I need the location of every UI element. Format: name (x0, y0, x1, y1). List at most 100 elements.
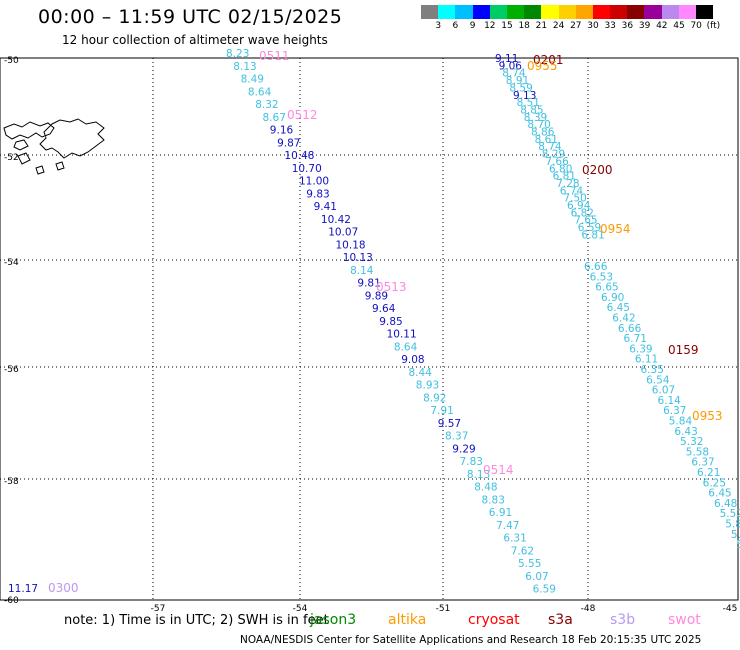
wave-height-value: 9.64 (372, 303, 396, 315)
color-scale-label: 42 (656, 21, 668, 31)
wave-height-value: 6.53 (590, 271, 613, 283)
color-swatch (506, 5, 525, 19)
color-scale-label: 21 (535, 21, 548, 31)
wave-height-value: 6.31 (503, 533, 526, 545)
wave-height-value: 10.07 (328, 227, 358, 239)
wave-height-value: 5.6 (731, 529, 740, 541)
wave-height-value: 8.48 (474, 482, 497, 494)
latitude-label: -58 (4, 477, 19, 487)
wave-height-value: 8.59 (509, 82, 532, 94)
wave-height-value: 5.84 (725, 519, 740, 531)
wave-height-value: 8.74 (538, 141, 562, 153)
color-swatch (661, 5, 679, 19)
wave-height-value: 9.11 (495, 53, 518, 65)
wave-height-value: 9.41 (314, 201, 337, 213)
wave-height-value: 7.47 (496, 520, 519, 532)
color-swatch (627, 5, 645, 19)
color-scale-label: 15 (501, 21, 513, 31)
wave-height-value: 8.49 (241, 74, 264, 86)
wave-height-value: 9.89 (365, 290, 388, 302)
wave-height-value: 6.91 (489, 507, 512, 519)
latitude-label: -60 (4, 596, 19, 606)
pass-time-label: 0513 (376, 280, 407, 294)
wave-height-value: 6.37 (691, 457, 714, 469)
wave-height-value: 9.08 (401, 354, 424, 366)
wave-height-value: 6.82 (571, 207, 594, 219)
latitude-label: -52 (4, 153, 19, 163)
wave-height-value: 7.50 (563, 193, 586, 205)
wave-height-value: 6.45 (607, 302, 630, 314)
color-swatch (438, 5, 456, 19)
pass-time-label: 0514 (483, 463, 514, 477)
falkland-islands-coastline (3, 118, 105, 175)
color-swatch (575, 5, 593, 19)
wave-height-value: 8.85 (520, 104, 543, 116)
wave-height-value: 5.52 (720, 508, 740, 520)
wave-height-tracks: 8.238.138.498.648.328.679.169.8710.4810.… (8, 48, 740, 596)
wave-height-value: 6.43 (674, 426, 697, 438)
color-scale-label: 36 (621, 21, 634, 31)
latitude-label: -50 (4, 56, 19, 66)
wave-height-value: 8.64 (394, 341, 418, 353)
color-scale-label: 33 (604, 21, 616, 31)
axis-tick-labels: -50 -52 -54 -56 -58 -60 -57 -54 -51 -48 -45 (4, 56, 737, 614)
wave-height-value: 6.71 (624, 333, 647, 345)
wave-height-value: 6.45 (708, 488, 731, 500)
wave-height-value: 6.25 (703, 477, 726, 489)
color-scale-label: 70 (690, 21, 702, 31)
pass-time-label: 0159 (668, 343, 699, 357)
wave-height-value: 6.66 (584, 261, 608, 273)
wave-height-value: 9.06 (499, 60, 523, 72)
wave-height-value: 10.42 (321, 214, 351, 226)
satellite-legend-item: s3b (610, 612, 636, 628)
longitude-label: -45 (723, 604, 738, 614)
wave-height-value: 8.64 (248, 86, 272, 98)
wave-height-value: 8.44 (409, 367, 433, 379)
wave-height-value: 9.16 (270, 125, 294, 137)
color-scale-label: 18 (518, 21, 530, 31)
wave-height-value: 6.66 (618, 323, 642, 335)
pass-time-label: 0955 (527, 59, 558, 73)
wave-height-value: 11.17 (8, 583, 38, 595)
color-scale-label: 27 (570, 21, 582, 31)
satellite-legend-item: jason3 (310, 612, 357, 628)
wave-height-value: 6.59 (578, 222, 601, 234)
wave-height-value: 6.39 (629, 343, 652, 355)
color-scale-label: 30 (587, 21, 599, 31)
wave-height-value: 10.11 (387, 329, 417, 341)
wave-height-value: 6.11 (635, 354, 658, 366)
wave-height-value: 6.07 (525, 571, 548, 583)
wave-height-value: 6.07 (652, 385, 675, 397)
color-swatch (696, 5, 714, 19)
wave-height-value: 8.92 (423, 392, 446, 404)
color-swatch (610, 5, 628, 19)
wave-height-value: 6.59 (533, 584, 556, 596)
latitude-label: -54 (4, 258, 19, 268)
color-swatch (421, 5, 439, 19)
map-title: 00:00 – 11:59 UTC 02/15/2025 (38, 6, 343, 28)
color-swatch (558, 5, 576, 19)
color-swatch (644, 5, 662, 19)
pass-time-label: 0511 (259, 49, 290, 63)
longitude-label: -48 (581, 604, 596, 614)
wave-height-value: 6.74 (560, 185, 584, 197)
satellite-legend-item: s3a (548, 612, 573, 628)
wave-height-value: 7.28 (556, 178, 579, 190)
wave-height-value: 6.81 (553, 171, 576, 183)
color-scale-label: 39 (638, 21, 651, 31)
satellite-legend-item: altika (388, 612, 427, 628)
longitude-label: -57 (151, 604, 166, 614)
wave-height-value: 8.86 (531, 127, 555, 139)
color-swatch (592, 5, 611, 19)
color-swatch (524, 5, 542, 19)
color-swatch (455, 5, 473, 19)
wave-height-value: 8.74 (502, 68, 526, 80)
satellite-legend-item: swot (668, 612, 701, 628)
wave-height-value: 6.94 (567, 200, 591, 212)
wave-height-value: 7.66 (545, 156, 569, 168)
wave-height-value: 7.62 (511, 545, 534, 557)
wave-height-value: 9.29 (452, 443, 475, 455)
color-swatch (472, 5, 490, 19)
